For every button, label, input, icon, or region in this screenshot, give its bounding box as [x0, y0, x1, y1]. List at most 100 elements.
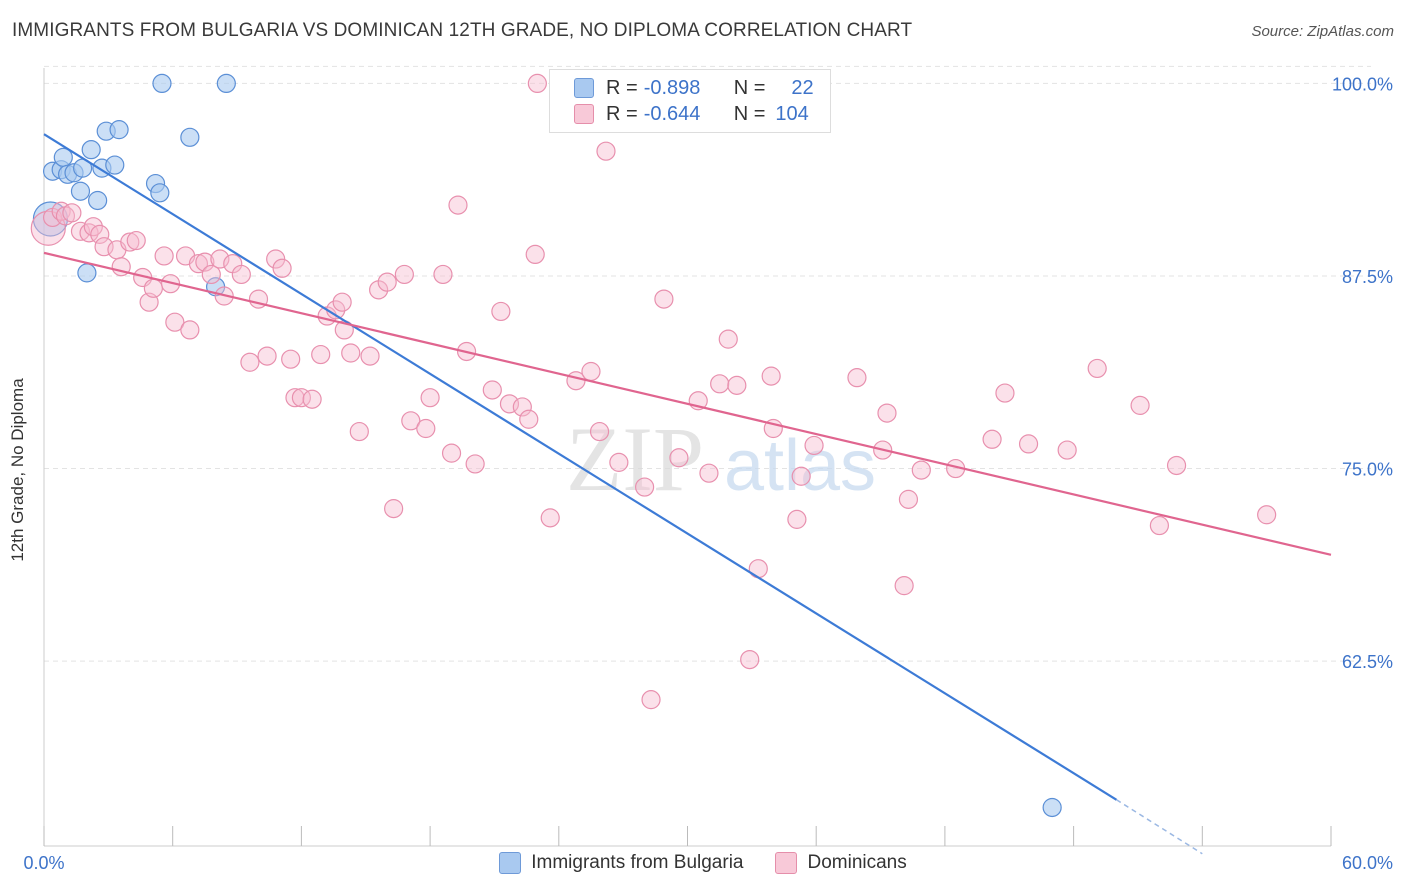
point-dominicans	[982, 429, 1002, 449]
point-dominicans	[540, 508, 560, 528]
y-tick-label: 100.0%	[1332, 74, 1393, 94]
point-dominicans	[257, 346, 277, 366]
legend-r-label: R =	[606, 102, 638, 125]
point-dominicans	[441, 443, 462, 463]
point-dominicans	[272, 258, 292, 278]
x-tick-label-min: 0.0%	[23, 853, 64, 873]
watermark: ZIP atlas	[566, 408, 876, 510]
trend-layer	[43, 133, 1332, 855]
point-dominicans	[341, 343, 361, 363]
tick-label-layer: 62.5% 75.0% 87.5% 100.0% 0.0% 60.0%	[23, 74, 1393, 873]
point-bulgaria	[152, 73, 172, 94]
point-dominicans	[609, 452, 629, 472]
legend-swatch-blue	[574, 78, 594, 98]
point-dominicans	[710, 374, 730, 394]
trendline-bulgaria-extension	[1116, 799, 1203, 855]
watermark-atlas: atlas	[724, 426, 876, 506]
point-dominicans	[804, 435, 824, 456]
point-dominicans	[787, 509, 807, 529]
point-dominicans	[302, 389, 322, 409]
point-dominicans	[332, 292, 352, 312]
point-dominicans	[165, 312, 185, 332]
legend-item-bulgaria[interactable]: Immigrants from Bulgaria	[499, 852, 743, 874]
point-dominicans	[634, 477, 655, 497]
axis-layer	[43, 68, 1332, 847]
legend-r-value: -0.898	[643, 76, 701, 99]
point-dominicans	[894, 576, 914, 596]
point-dominicans	[401, 411, 421, 431]
point-dominicans	[201, 264, 221, 285]
point-dominicans	[188, 254, 209, 274]
point-dominicans	[448, 195, 468, 215]
point-dominicans	[83, 217, 103, 237]
point-dominicans	[718, 329, 738, 349]
point-dominicans	[416, 418, 436, 439]
point-dominicans	[433, 264, 453, 285]
point-dominicans	[654, 289, 674, 309]
y-axis-label: 12th Grade, No Diploma	[8, 378, 27, 562]
legend-n-label: N =	[733, 102, 766, 125]
point-dominicans	[761, 366, 781, 386]
point-dominicans	[669, 448, 689, 468]
point-dominicans	[394, 264, 414, 285]
point-dominicans	[1257, 505, 1277, 525]
point-dominicans	[1018, 434, 1039, 454]
legend-label-dominicans: Dominicans	[807, 852, 907, 873]
x-tick-label-max: 60.0%	[1342, 853, 1393, 873]
legend-swatch-pink	[574, 104, 594, 124]
point-dominicans	[1057, 440, 1077, 460]
point-dominicans	[727, 375, 747, 395]
point-dominicans	[349, 421, 369, 442]
legend-item-dominicans[interactable]: Dominicans	[775, 852, 907, 874]
point-dominicans	[527, 73, 547, 94]
point-bulgaria	[77, 263, 97, 283]
point-dominicans	[143, 278, 163, 298]
point-bulgaria	[216, 73, 236, 94]
point-dominicans	[1130, 395, 1150, 415]
point-dominicans	[877, 403, 897, 423]
series-legend: Immigrants from Bulgaria Dominicans	[0, 852, 1406, 874]
point-dominicans	[1087, 358, 1107, 379]
legend-r-label: R =	[606, 76, 638, 99]
y-tick-label: 87.5%	[1342, 267, 1393, 287]
point-dominicans	[740, 649, 760, 670]
point-dominicans	[995, 383, 1015, 403]
point-dominicans	[285, 388, 305, 408]
legend-r-value: -0.644	[643, 102, 701, 125]
point-dominicans	[281, 349, 301, 369]
point-dominicans	[596, 141, 616, 161]
point-dominicans	[120, 232, 140, 252]
point-dominicans	[180, 320, 200, 340]
trendline-dominicans	[43, 251, 1332, 556]
legend-n-value: 22	[791, 76, 814, 99]
point-dominicans	[210, 249, 230, 269]
point-dominicans	[465, 454, 485, 474]
point-bulgaria	[70, 181, 91, 201]
point-dominicans	[581, 361, 601, 382]
point-dominicans	[748, 559, 768, 579]
point-bulgaria	[180, 127, 200, 147]
point-bulgaria	[105, 155, 125, 175]
point-dominicans	[589, 421, 610, 442]
point-dominicans	[1149, 515, 1170, 536]
legend-row-bulgaria: R = -0.898 N = 22	[574, 75, 814, 101]
legend-swatch-pink	[775, 852, 798, 874]
watermark-zip: ZIP	[566, 408, 704, 510]
point-dominicans	[311, 344, 331, 365]
point-dominicans	[911, 460, 931, 480]
point-dominicans	[62, 203, 82, 223]
point-bulgaria	[150, 183, 170, 203]
point-dominicans	[126, 230, 146, 251]
legend-label-bulgaria: Immigrants from Bulgaria	[531, 852, 744, 873]
point-bulgaria	[1042, 797, 1062, 818]
y-tick-label: 75.0%	[1342, 460, 1393, 480]
point-bulgaria	[81, 140, 101, 160]
legend-n-value: 104	[775, 102, 809, 125]
point-dominicans	[525, 244, 545, 265]
point-dominicans	[699, 463, 719, 483]
trendline-bulgaria	[43, 133, 1118, 801]
point-dominicans	[519, 409, 539, 429]
point-dominicans	[231, 264, 251, 285]
points-layer	[30, 73, 1277, 818]
